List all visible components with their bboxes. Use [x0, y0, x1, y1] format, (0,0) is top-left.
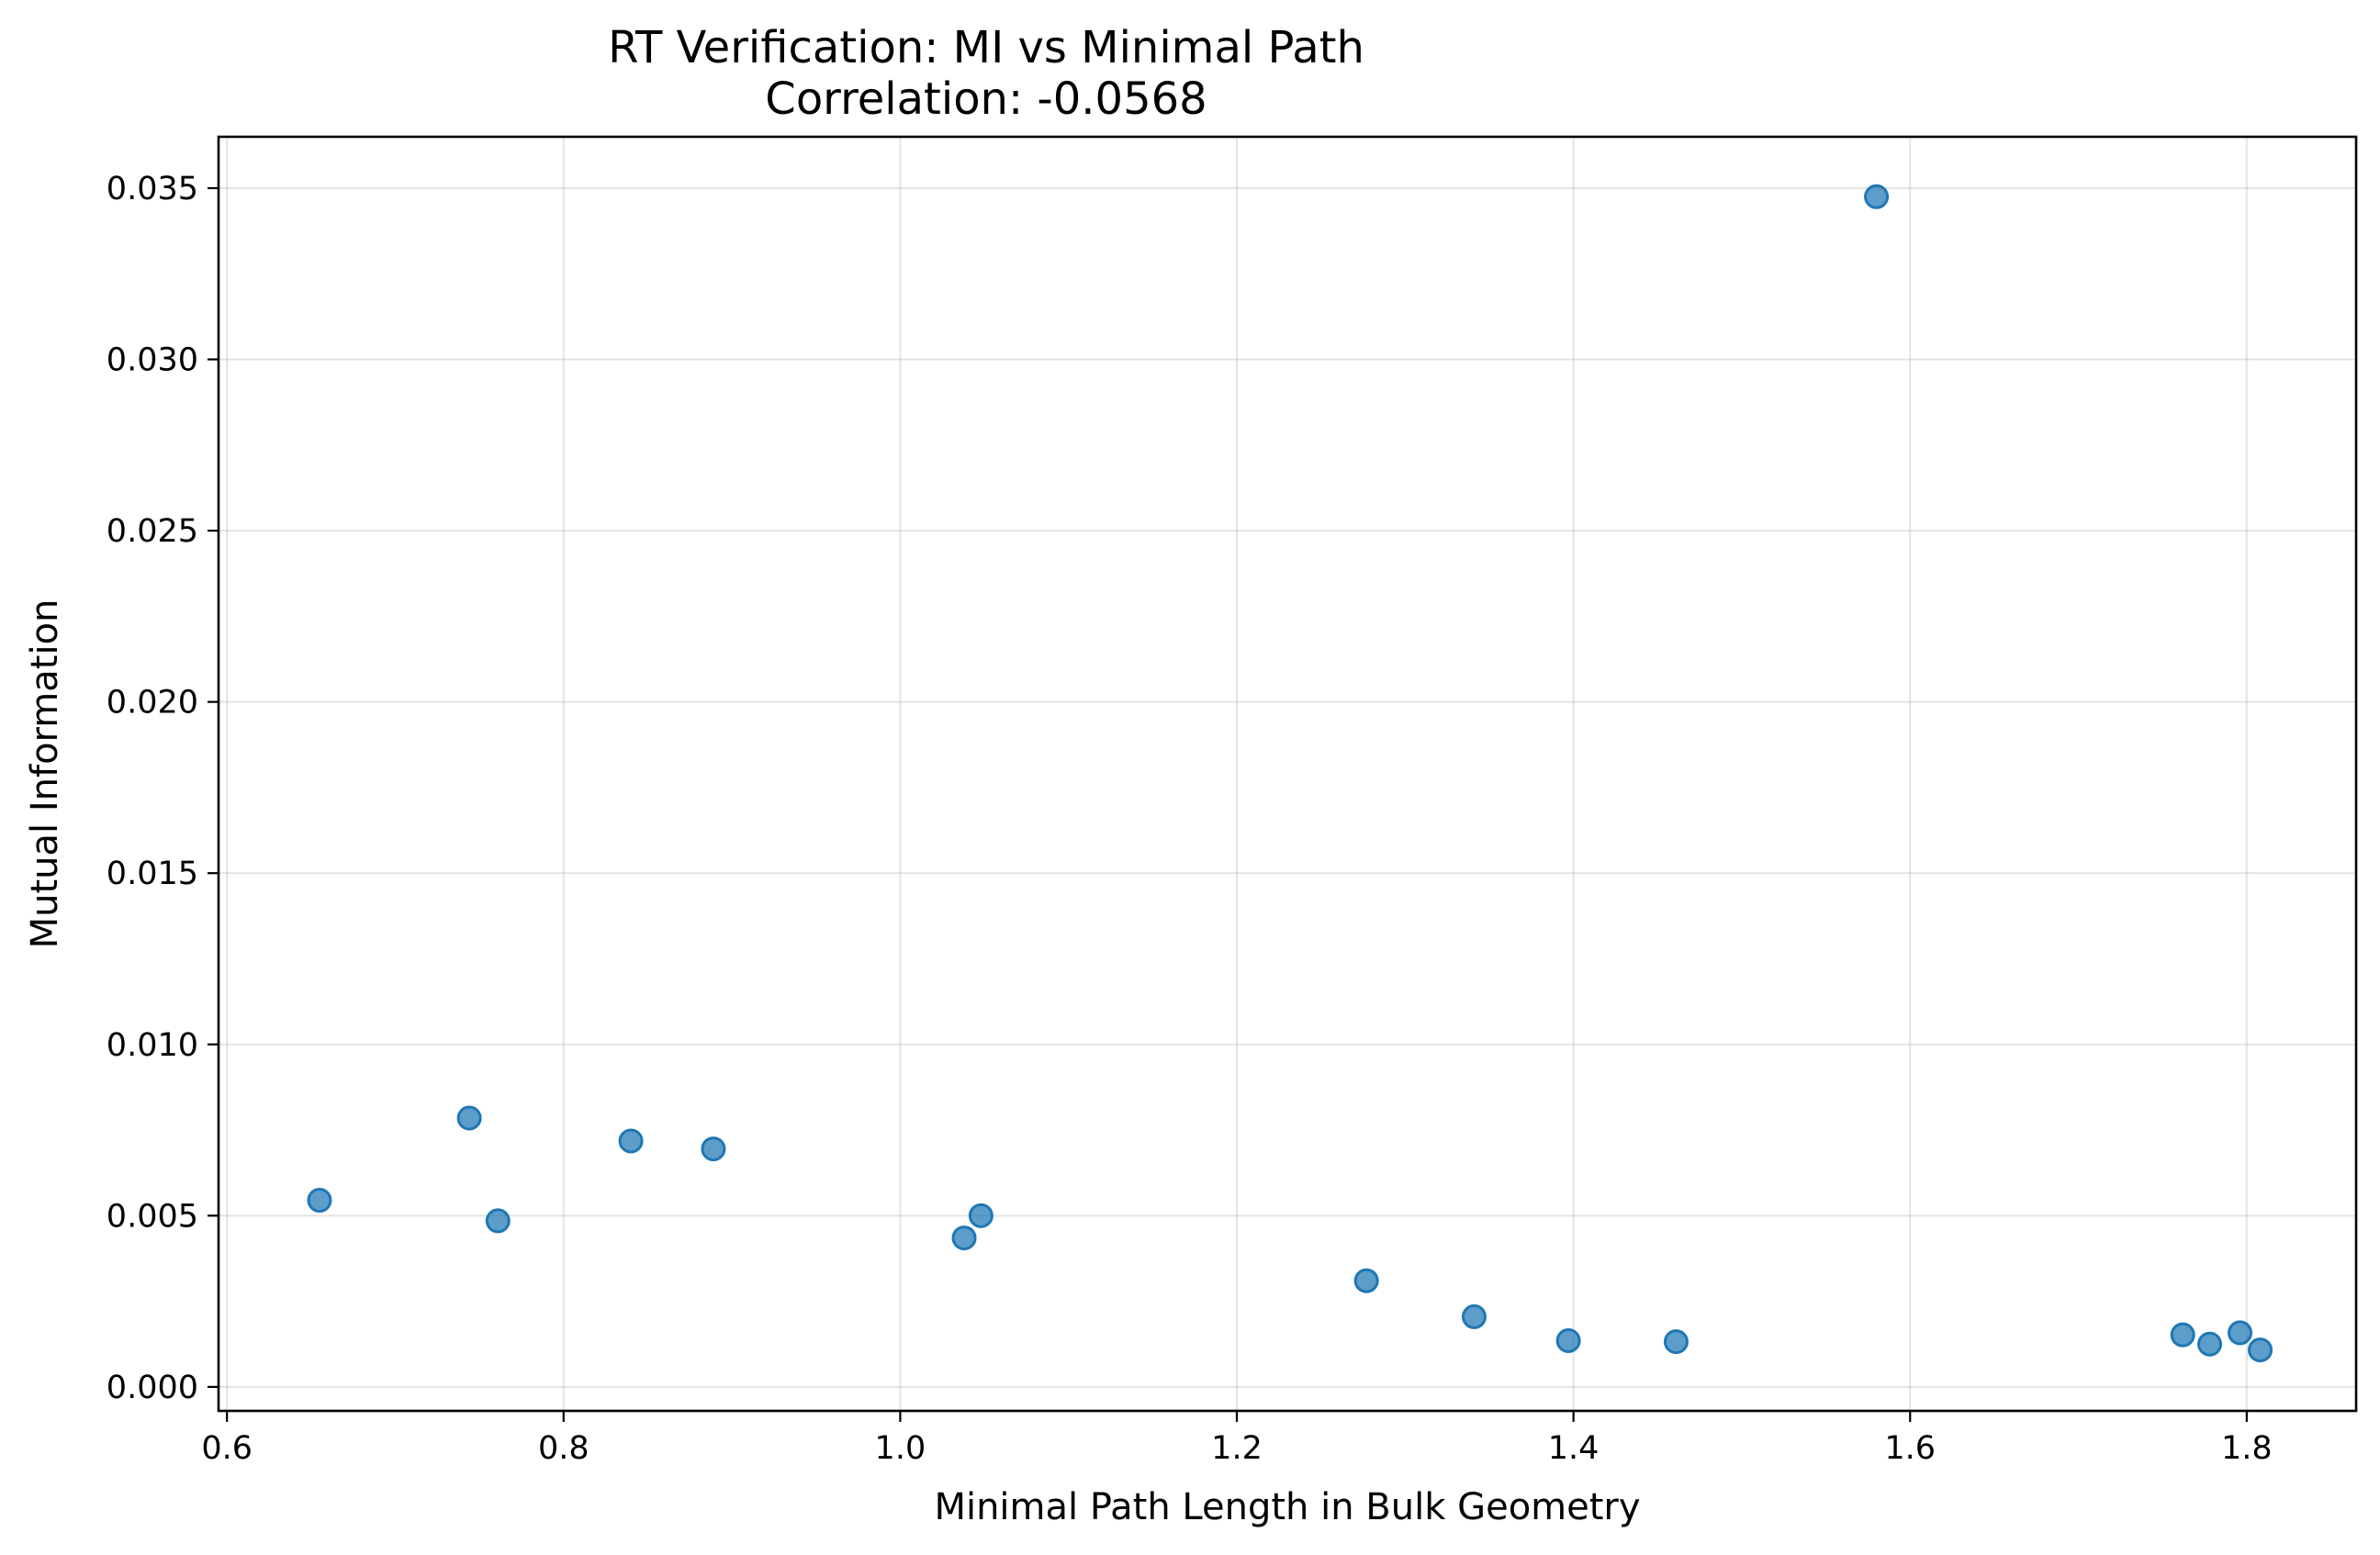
- x-tick-label: 1.0: [875, 1430, 926, 1467]
- data-point: [485, 1208, 511, 1234]
- y-tick-label: 0.025: [107, 513, 198, 550]
- x-tick-label: 1.6: [1884, 1430, 1936, 1467]
- x-axis-label: Minimal Path Length in Bulk Geometry: [934, 1486, 1640, 1528]
- data-point: [2228, 1320, 2253, 1346]
- data-point: [951, 1225, 977, 1251]
- y-tick-label: 0.020: [107, 685, 198, 722]
- data-point: [1353, 1268, 1379, 1293]
- x-tick-label: 0.6: [201, 1430, 253, 1467]
- x-tick-label: 1.4: [1548, 1430, 1600, 1467]
- y-tick-label: 0.015: [107, 856, 198, 892]
- data-point: [1461, 1303, 1487, 1329]
- data-point: [2197, 1331, 2223, 1357]
- data-points: [307, 184, 2273, 1363]
- y-tick-label: 0.005: [107, 1198, 198, 1235]
- x-tick-label: 0.8: [538, 1430, 589, 1467]
- y-tick-label: 0.010: [107, 1027, 198, 1064]
- chart-title: RT Verification: MI vs Minimal Path: [608, 22, 1364, 73]
- y-tick-label: 0.035: [107, 171, 198, 207]
- data-point: [701, 1136, 726, 1162]
- y-axis-label: Mutual Information: [24, 599, 66, 949]
- data-point: [618, 1128, 644, 1154]
- plot-frame: [217, 135, 2358, 1413]
- x-tick-label: 1.8: [2221, 1430, 2273, 1467]
- data-point: [2170, 1322, 2195, 1348]
- y-tick-label: 0.030: [107, 342, 198, 379]
- data-point: [2248, 1337, 2273, 1363]
- data-point: [1555, 1328, 1581, 1354]
- data-point: [456, 1105, 482, 1131]
- data-point: [1663, 1329, 1689, 1355]
- data-point: [1864, 184, 1890, 209]
- chart-subtitle: Correlation: -0.0568: [765, 73, 1207, 125]
- data-point: [968, 1203, 994, 1228]
- y-tick-label: 0.000: [107, 1370, 198, 1406]
- x-tick-label: 1.2: [1211, 1430, 1263, 1467]
- grid: [219, 137, 2356, 1411]
- axis-ticks: 0.6 0.8 1.0 1.2 1.4 1.6 1.8 0.000 0.005 0.010 0.01…: [107, 171, 2273, 1467]
- data-point: [307, 1188, 332, 1214]
